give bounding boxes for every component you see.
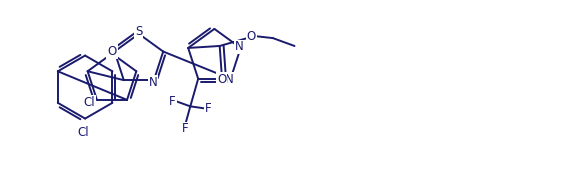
- Text: Cl: Cl: [77, 126, 89, 139]
- Text: Cl: Cl: [83, 96, 95, 109]
- Text: F: F: [182, 122, 189, 135]
- Text: S: S: [135, 25, 142, 38]
- Text: N: N: [225, 73, 234, 86]
- Text: O: O: [217, 73, 227, 86]
- Text: O: O: [108, 45, 117, 58]
- Text: N: N: [149, 76, 157, 89]
- Text: F: F: [169, 95, 176, 108]
- Text: N: N: [235, 40, 244, 54]
- Text: F: F: [205, 102, 211, 115]
- Text: O: O: [247, 30, 256, 43]
